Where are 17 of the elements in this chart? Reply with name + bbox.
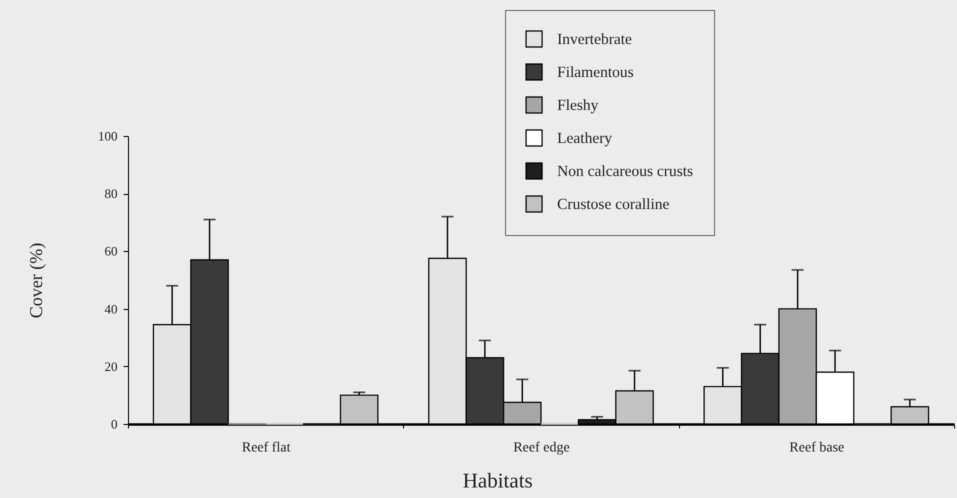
legend-label: Invertebrate <box>557 31 632 48</box>
legend-label: Non calcareous crusts <box>557 163 694 180</box>
y-tick-label: 60 <box>104 244 118 259</box>
x-tick-label: Reef base <box>789 440 844 456</box>
y-tick-label: 80 <box>104 186 118 202</box>
y-tick-label: 40 <box>104 301 118 316</box>
y-axis-title: Cover (%) <box>26 242 46 318</box>
y-tick-label: 20 <box>104 358 118 374</box>
x-tick-label: Reef edge <box>513 440 570 456</box>
y-tick-label: 0 <box>111 416 118 432</box>
x-axis-title: Habitats <box>462 468 533 492</box>
legend-label: Leathery <box>557 130 612 147</box>
y-tick-label: 100 <box>98 128 118 144</box>
legend-label: Crustose coralline <box>557 196 670 213</box>
x-tick-label: Reef flat <box>242 440 291 456</box>
legend-label: Fleshy <box>557 97 599 114</box>
legend-label: Filamentous <box>557 64 634 81</box>
